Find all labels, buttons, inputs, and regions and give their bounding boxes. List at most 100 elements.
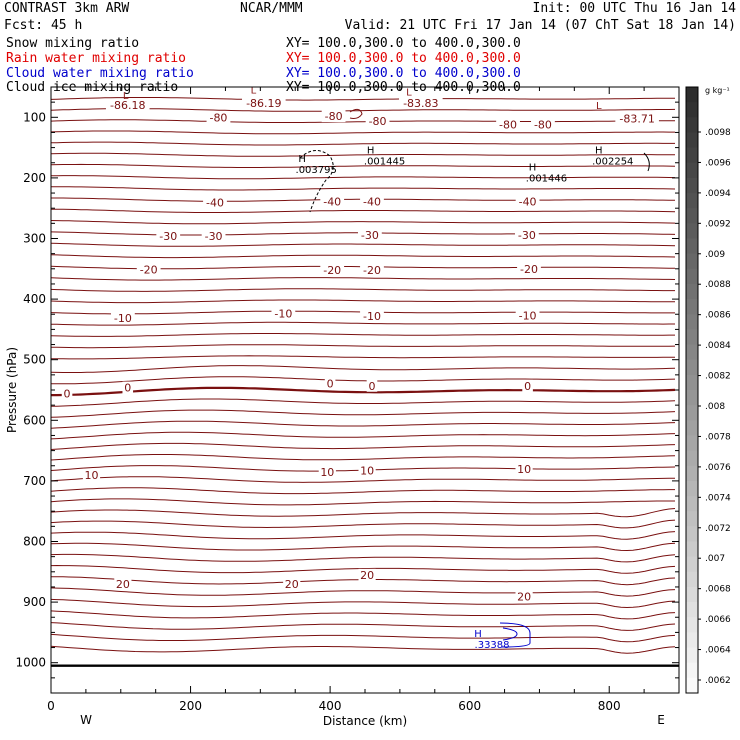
- colorbar-swatch: [686, 511, 698, 527]
- high-marker: H: [529, 163, 537, 174]
- isotherm-label-bg: [271, 307, 296, 320]
- isotherm-line: [51, 186, 676, 191]
- extremum-value: .003795: [296, 165, 337, 176]
- isotherm-line: [50, 344, 676, 349]
- isotherm-line: [50, 645, 676, 654]
- colorbar-swatch: [686, 556, 698, 573]
- y-axis-label: Pressure (hPa): [5, 347, 19, 433]
- isotherm-label: -80: [209, 111, 227, 124]
- colorbar-label: .0072: [705, 524, 731, 534]
- colorbar-swatch: [686, 344, 698, 361]
- forecast-hour: Fcst: 45 h: [4, 18, 83, 33]
- isotherm-label: 20: [285, 578, 299, 591]
- isotherm-line: [50, 321, 675, 326]
- y-tick-label: 200: [23, 171, 46, 185]
- colorbar-swatch: [686, 541, 698, 558]
- y-tick-label: 400: [23, 292, 46, 306]
- isotherm-label-bg: [136, 263, 161, 276]
- isotherm-label: -10: [114, 312, 132, 325]
- isotherm-line: [50, 519, 676, 529]
- isotherm-line: [51, 386, 676, 397]
- colorbar-swatch: [686, 677, 698, 694]
- colorbar-label: .0066: [705, 615, 731, 625]
- field-snow-xy: XY= 100.0,300.0 to 400.0,300.0: [286, 36, 521, 51]
- isotherm-line: [50, 476, 676, 483]
- colorbar-swatch: [686, 283, 698, 300]
- high-marker: H: [595, 146, 603, 157]
- isotherm-line: [50, 220, 676, 225]
- x-tick-label: 600: [458, 699, 481, 713]
- y-tick-label: 100: [23, 110, 46, 124]
- isotherm-line: [50, 130, 675, 135]
- isotherm-label: -86.19: [246, 97, 281, 110]
- isotherm-label: -83.71: [619, 113, 654, 126]
- isotherm-label-bg: [496, 118, 520, 131]
- cloud-water-contour: [499, 622, 531, 648]
- isotherm-line: [50, 587, 676, 597]
- high-marker: H: [298, 154, 306, 165]
- extremum-value: .002254: [592, 157, 633, 168]
- isotherm-label-bg: [357, 228, 382, 241]
- field-cloud-water-xy: XY= 100.0,300.0 to 400.0,300.0: [286, 66, 521, 81]
- colorbar-swatch: [686, 132, 698, 149]
- colorbar-swatch: [686, 632, 698, 649]
- colorbar-swatch: [686, 268, 698, 285]
- colorbar-swatch: [686, 662, 698, 679]
- colorbar-label: .0064: [705, 646, 731, 656]
- colorbar-swatch: [686, 617, 698, 633]
- isotherm-label-bg: [201, 230, 226, 243]
- colorbar-swatch: [686, 147, 698, 164]
- isotherm-line: [50, 531, 676, 540]
- isotherm-line: [50, 622, 676, 631]
- isotherm-line: [50, 398, 676, 407]
- isotherm-label-bg: [206, 111, 231, 124]
- snow-contour: [299, 150, 334, 213]
- isotherm-label-bg: [360, 264, 384, 277]
- isotherm-line: [50, 288, 675, 292]
- isotherm-label-bg: [320, 264, 345, 277]
- isotherm-label-bg: [318, 465, 336, 478]
- isotherm-line: [50, 553, 676, 563]
- isotherm-label-bg: [105, 99, 150, 112]
- isotherm-label: -20: [140, 263, 158, 276]
- colorbar-swatch: [686, 177, 698, 194]
- isotherm-label: 0: [64, 388, 71, 401]
- colorbar-swatch: [686, 420, 698, 437]
- y-tick-label: 500: [23, 353, 46, 367]
- colorbar-swatch: [686, 374, 698, 391]
- special-contours: [51, 108, 679, 667]
- colorbar-swatch: [686, 117, 698, 134]
- x-axis-east-end: E: [657, 713, 665, 727]
- isotherm-label: 0: [368, 380, 375, 393]
- isotherm-label-bg: [242, 96, 286, 109]
- field-rain-name: Rain water mixing ratio: [6, 51, 187, 66]
- isotherm-label: -20: [323, 264, 341, 277]
- isotherm-label-bg: [515, 462, 533, 475]
- high-marker: H: [367, 146, 375, 157]
- isotherm-label: -40: [363, 196, 381, 209]
- colorbar-label: .0068: [705, 585, 731, 595]
- isotherm-label-bg: [321, 110, 346, 123]
- isotherm-label: -20: [363, 264, 381, 277]
- colorbar-label: .0074: [705, 493, 731, 503]
- isotherm-label: -10: [274, 308, 292, 321]
- colorbar-swatch: [686, 526, 698, 543]
- isotherm-label: -80: [325, 110, 343, 123]
- isotherm-line: [50, 431, 676, 440]
- isotherm-line: [50, 508, 676, 518]
- colorbar-label: .0078: [705, 432, 731, 442]
- isotherm-label: 10: [517, 463, 531, 476]
- colorbar-swatch: [686, 602, 698, 618]
- colorbar-swatch: [686, 359, 698, 376]
- colorbar-swatch: [686, 480, 698, 497]
- extrema-markers: L L LLH.003795H.001445H.001446H.002254H.33…: [123, 86, 634, 652]
- isotherm-label: -10: [519, 309, 537, 322]
- isotherm-label: 10: [84, 469, 98, 482]
- isotherm-line: [50, 119, 675, 123]
- isotherm-label: -30: [518, 229, 536, 242]
- x-tick-label: 400: [319, 699, 342, 713]
- isotherm-label: 0: [524, 380, 531, 393]
- isotherm-label-bg: [531, 118, 555, 131]
